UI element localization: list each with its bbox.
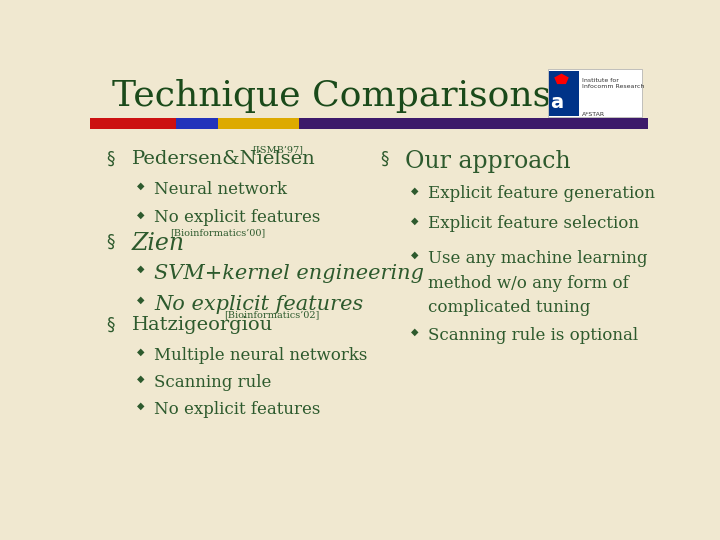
Text: ◆: ◆: [411, 250, 418, 260]
Text: [Bioinformatics’02]: [Bioinformatics’02]: [224, 310, 319, 320]
Text: Scanning rule: Scanning rule: [154, 374, 271, 391]
Text: ◆: ◆: [411, 215, 418, 225]
Bar: [90, 118, 176, 129]
Text: No explicit features: No explicit features: [154, 210, 320, 226]
Text: No explicit features: No explicit features: [154, 295, 364, 314]
Text: SVM+kernel engineering: SVM+kernel engineering: [154, 264, 424, 282]
Bar: [218, 118, 300, 129]
Text: Explicit feature selection: Explicit feature selection: [428, 215, 639, 232]
Text: ◆: ◆: [138, 264, 145, 274]
Text: §: §: [107, 232, 115, 251]
Text: ◆: ◆: [138, 347, 145, 357]
Text: §: §: [107, 150, 115, 168]
Text: ◆: ◆: [411, 185, 418, 195]
Text: Explicit feature generation: Explicit feature generation: [428, 185, 654, 202]
Text: ◆: ◆: [138, 210, 145, 219]
Text: Hatzigeorgiou: Hatzigeorgiou: [132, 315, 273, 334]
Text: ◆: ◆: [138, 374, 145, 384]
Text: Institute for
Infocomm Research: Institute for Infocomm Research: [582, 78, 644, 89]
Text: Scanning rule is optional: Scanning rule is optional: [428, 327, 638, 344]
Text: a: a: [550, 93, 564, 112]
Text: A*STAR: A*STAR: [582, 112, 606, 117]
Bar: [547, 69, 642, 117]
Text: [Bioinformatics’00]: [Bioinformatics’00]: [170, 228, 265, 237]
Text: Our approach: Our approach: [405, 150, 571, 173]
Text: §: §: [107, 315, 115, 334]
Text: Zien: Zien: [132, 232, 185, 255]
Text: Technique Comparisons: Technique Comparisons: [112, 79, 552, 113]
Text: ◆: ◆: [138, 401, 145, 411]
Text: §: §: [380, 150, 389, 168]
Text: Multiple neural networks: Multiple neural networks: [154, 347, 367, 364]
Text: Use any machine learning
method w/o any form of
complicated tuning: Use any machine learning method w/o any …: [428, 250, 647, 316]
Text: Pedersen&Nielsen: Pedersen&Nielsen: [132, 150, 315, 168]
Text: Neural network: Neural network: [154, 181, 287, 198]
Text: ◆: ◆: [411, 327, 418, 337]
Bar: [300, 118, 648, 129]
Bar: [176, 118, 218, 129]
Bar: [549, 71, 580, 116]
Text: ◆: ◆: [138, 295, 145, 305]
Text: ◆: ◆: [138, 181, 145, 191]
Text: No explicit features: No explicit features: [154, 401, 320, 418]
Text: [ISMB’97]: [ISMB’97]: [252, 145, 303, 154]
